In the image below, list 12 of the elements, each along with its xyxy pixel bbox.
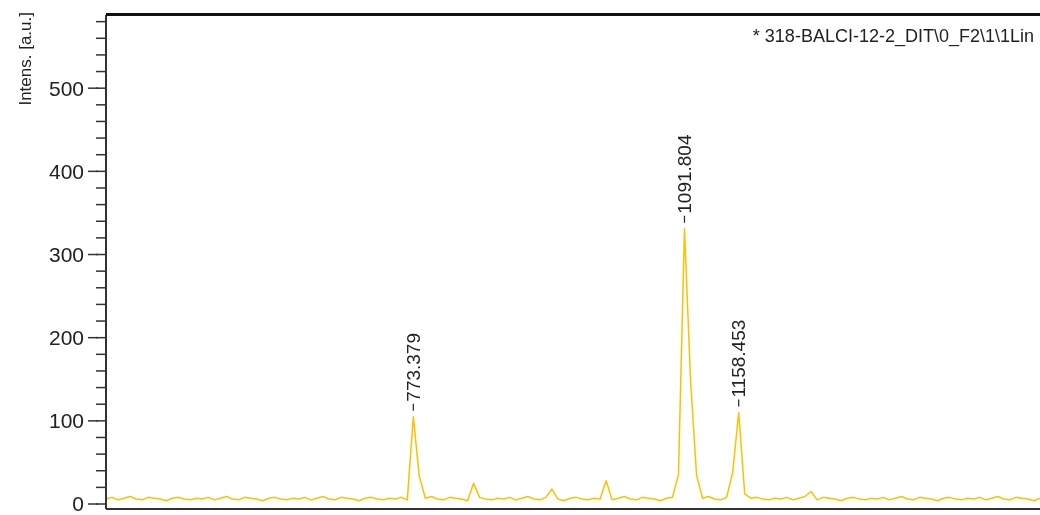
y-tick-label: 300 bbox=[48, 242, 84, 266]
y-tick-label: 100 bbox=[48, 409, 84, 433]
y-tick-label: 0 bbox=[72, 492, 84, 515]
y-axis-title: Intens. [a.u.] bbox=[15, 12, 35, 106]
text: * 318-BALCI-12-2_DIT\0_F2\1\1Lin bbox=[752, 26, 1034, 47]
line-series bbox=[105, 227, 1040, 502]
annotation: 1091.804 bbox=[674, 134, 696, 214]
y-tick-label: 200 bbox=[48, 326, 84, 350]
y-tick-label: 500 bbox=[48, 76, 84, 100]
y-tick-label: 400 bbox=[48, 159, 84, 183]
annotation: 773.379 bbox=[402, 333, 424, 402]
annotation: 1158.453 bbox=[728, 319, 750, 398]
